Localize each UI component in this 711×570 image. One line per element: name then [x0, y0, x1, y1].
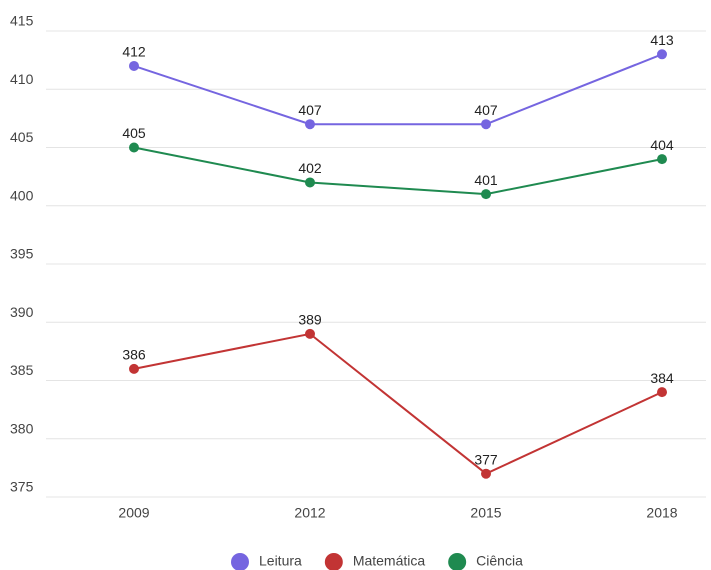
y-tick-label: 390 — [10, 304, 34, 320]
data-point — [305, 328, 315, 339]
legend-label: Leitura — [259, 553, 302, 569]
data-point — [657, 387, 667, 398]
value-label: 404 — [650, 137, 674, 153]
y-tick-label: 410 — [10, 71, 34, 87]
x-tick-label: 2018 — [646, 505, 677, 521]
data-point — [481, 119, 491, 130]
data-point — [481, 189, 491, 200]
data-point — [129, 142, 139, 153]
value-label: 407 — [474, 102, 498, 118]
legend-swatch — [448, 553, 467, 570]
value-label: 413 — [650, 32, 674, 48]
value-label: 405 — [122, 125, 146, 141]
value-label: 377 — [474, 451, 498, 467]
data-point — [481, 468, 491, 479]
y-tick-label: 385 — [10, 362, 34, 378]
x-tick-label: 2009 — [118, 505, 149, 521]
y-tick-label: 375 — [10, 479, 34, 495]
data-point — [657, 154, 667, 165]
legend-swatch — [231, 553, 249, 570]
value-label: 386 — [122, 347, 146, 363]
series-line — [133, 332, 663, 475]
value-label: 412 — [122, 44, 146, 60]
data-point — [129, 60, 139, 71]
data-point — [657, 49, 667, 60]
series-line — [133, 146, 663, 196]
value-label: 401 — [474, 172, 498, 188]
value-label: 407 — [298, 102, 322, 118]
y-tick-label: 400 — [10, 187, 34, 203]
data-point — [305, 177, 315, 188]
y-tick-label: 380 — [10, 420, 34, 436]
legend-label: Ciência — [476, 553, 523, 569]
legend-swatch — [324, 553, 343, 570]
y-tick-label: 405 — [10, 129, 34, 145]
x-tick-label: 2015 — [470, 505, 501, 521]
value-label: 384 — [650, 370, 674, 386]
y-tick-label: 395 — [10, 246, 34, 262]
data-point — [305, 119, 315, 130]
value-label: 402 — [298, 160, 322, 176]
value-label: 389 — [298, 312, 322, 328]
series-line — [133, 53, 663, 126]
x-tick-label: 2012 — [294, 505, 325, 521]
y-tick-label: 415 — [10, 13, 34, 29]
data-point — [129, 363, 139, 374]
legend-label: Matemática — [353, 553, 426, 569]
